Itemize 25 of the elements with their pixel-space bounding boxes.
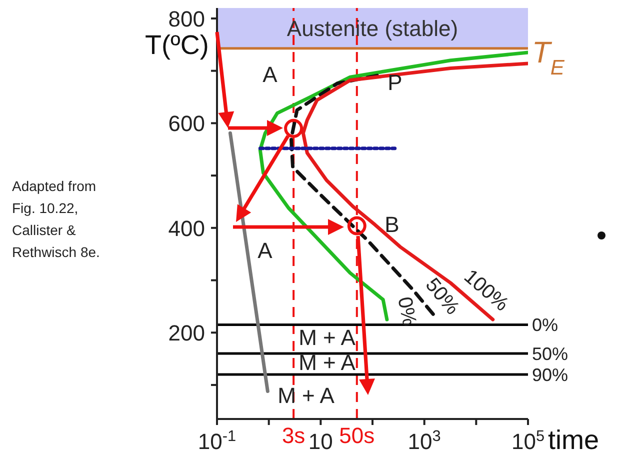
annotation: A bbox=[256, 238, 274, 264]
band-label: Austenite (stable) bbox=[286, 16, 458, 41]
ref-line-label: 3s bbox=[282, 423, 306, 448]
y-tick-label: 600 bbox=[168, 111, 205, 136]
y-tick-label: 200 bbox=[168, 320, 205, 346]
y-axis-title: T(ºC) bbox=[145, 30, 209, 61]
y-tick-label: 400 bbox=[168, 216, 205, 241]
text: Adapted from Fig. 10.22, Callister & Rethwisch 8e. bbox=[12, 177, 101, 262]
y-tick-label: 800 bbox=[168, 6, 205, 32]
annotation: M + A bbox=[298, 325, 356, 351]
annotation: M + A bbox=[298, 350, 356, 376]
ref-line-label: 50s bbox=[339, 423, 375, 448]
annotation: A bbox=[262, 62, 278, 88]
x-tick-label: 10$^{-1}$ bbox=[198, 428, 236, 454]
text: 0% bbox=[532, 314, 560, 336]
annotation: B bbox=[384, 212, 400, 238]
x-axis-title: time bbox=[548, 425, 600, 456]
x-tick-label: 10$^{3}$ bbox=[408, 428, 441, 454]
text: 50% bbox=[532, 343, 570, 365]
annotation: P bbox=[386, 70, 404, 96]
ref-line-label: T$_{E}$ bbox=[532, 36, 566, 79]
text: 90% bbox=[532, 364, 570, 386]
x-tick-label: 10 bbox=[308, 429, 333, 454]
text: 0% bbox=[393, 295, 420, 328]
x-tick-label: 10$^{5}$ bbox=[511, 428, 545, 454]
